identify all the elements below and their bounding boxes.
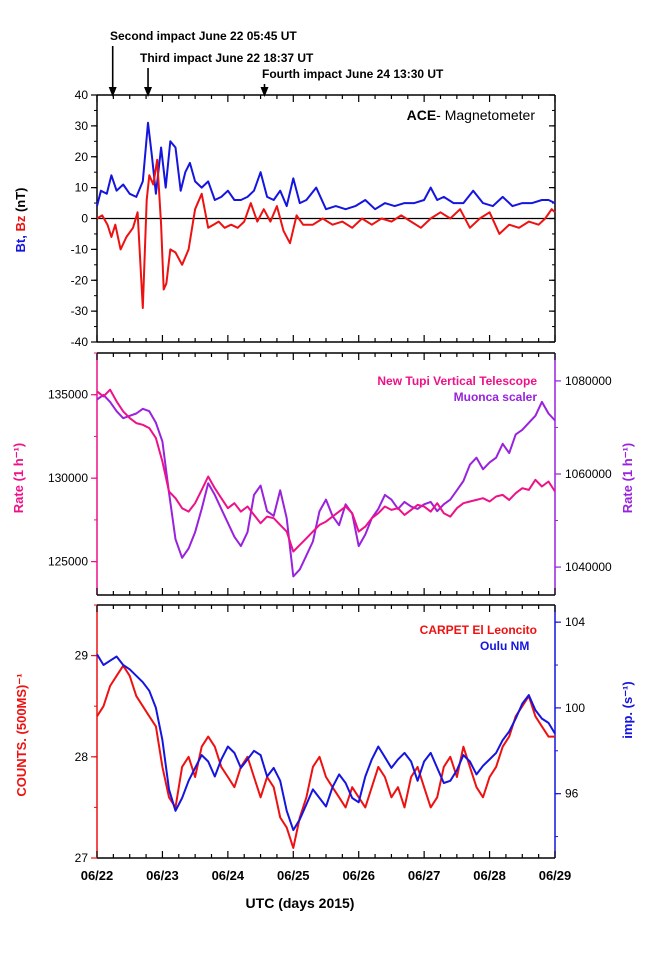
series-line [96, 388, 556, 553]
y-tick-label-right: 96 [565, 787, 579, 801]
y-tick-label: -30 [71, 304, 89, 318]
x-tick-label: 06/26 [342, 868, 375, 883]
impact-annotations: Second impact June 22 05:45 UT Third impa… [108, 29, 444, 97]
series-line [96, 393, 556, 578]
x-tick-label: 06/25 [277, 868, 310, 883]
x-tick-label: 06/27 [408, 868, 441, 883]
impact-annotation-label: Second impact June 22 05:45 UT [110, 29, 297, 43]
y-tick-label-left: 130000 [48, 471, 88, 485]
y-label-part: Bz [13, 215, 28, 231]
x-tick-label: 06/22 [81, 868, 114, 883]
impact-annotation-label: Third impact June 22 18:37 UT [140, 51, 314, 65]
legend-oulu: Oulu NM [480, 639, 529, 653]
ace-title-rest: - Magnetometer [436, 107, 535, 123]
impact-arrow-head [260, 87, 269, 97]
y-tick-label-left: 29 [75, 649, 89, 663]
rate-right-axis-label: Rate (1 h⁻¹) [620, 443, 635, 513]
panel-muon-rates: New Tupi Vertical Telescope Muonca scale… [11, 352, 635, 596]
ace-y-axis-label: Bt, Bz (nT) [13, 188, 28, 253]
impact-annotation-label: Fourth impact June 24 13:30 UT [262, 67, 444, 81]
y-label-part: (nT) [13, 188, 28, 216]
y-tick-label: -10 [71, 242, 89, 256]
y-tick-label-right: 1040000 [565, 560, 612, 574]
series-bt [96, 121, 556, 211]
legend-carpet: CARPET El Leoncito [420, 623, 537, 637]
y-tick-label-right: 100 [565, 701, 585, 715]
impact-arrow-head [108, 87, 117, 97]
y-tick-label-right: 1080000 [565, 374, 612, 388]
panel-counts: CARPET El Leoncito Oulu NM COUNTS. (500M… [14, 604, 635, 865]
y-tick-label-right: 1060000 [565, 467, 612, 481]
counts-right-axis-label: imp. (s⁻¹) [620, 681, 635, 738]
y-tick-label: -20 [71, 273, 89, 287]
x-tick-label: 06/28 [473, 868, 506, 883]
x-tick-label: 06/24 [212, 868, 245, 883]
y-tick-label-left: 27 [75, 851, 89, 865]
y-tick-label: 0 [81, 212, 88, 226]
panel-ace-magnetometer: ACE- Magnetometer Bt, Bz (nT) -40 -30 -20 -… [13, 88, 556, 349]
y-label-part: Bt, [13, 232, 28, 253]
series-line [96, 664, 555, 849]
y-tick-label: -40 [71, 335, 89, 349]
y-tick-label: 10 [75, 181, 89, 195]
legend-new-tupi: New Tupi Vertical Telescope [377, 374, 537, 388]
rate-left-axis-label: Rate (1 h⁻¹) [11, 443, 26, 513]
x-tick-label: 06/29 [539, 868, 572, 883]
y-tick-label: 20 [75, 150, 89, 164]
impact-arrow-head [144, 87, 153, 97]
panel-ace-title: ACE- Magnetometer [407, 107, 536, 123]
y-tick-label: 30 [75, 119, 89, 133]
y-tick-label-left: 28 [75, 750, 89, 764]
x-tick-label: 06/23 [146, 868, 179, 883]
series-bz [96, 158, 556, 309]
ace-title-bold: ACE [407, 107, 437, 123]
y-tick-label: 40 [75, 88, 89, 102]
legend-muonca: Muonca scaler [454, 390, 538, 404]
series-line [96, 653, 556, 832]
counts-left-axis-label: COUNTS. (500MS)⁻¹ [14, 673, 29, 796]
x-axis-label: UTC (days 2015) [246, 895, 355, 911]
y-tick-label-right: 104 [565, 615, 585, 629]
y-tick-label-left: 135000 [48, 388, 88, 402]
x-tick-labels: 06/22 06/23 06/24 06/25 06/26 06/27 06/28 06/29 [81, 868, 572, 883]
y-tick-label-left: 125000 [48, 555, 88, 569]
